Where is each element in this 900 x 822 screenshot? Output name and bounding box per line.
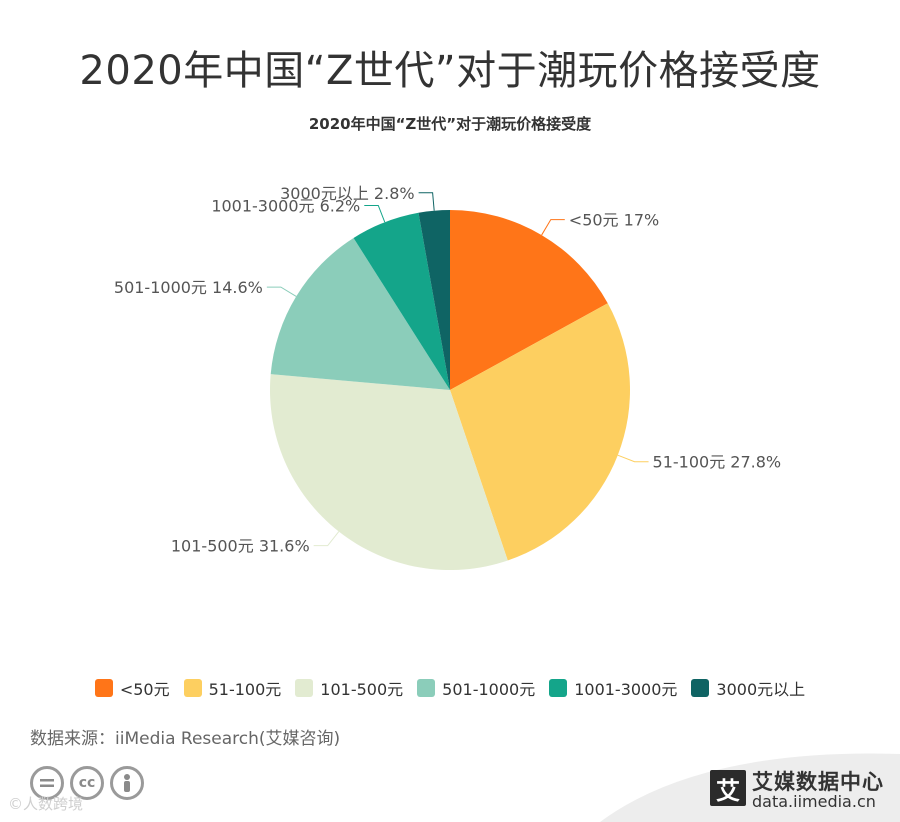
watermark: ©人数跨境 xyxy=(8,795,84,813)
pie-slice-101-500 xyxy=(270,374,508,571)
legend-item-501-1000[interactable]: 501-1000元 xyxy=(417,676,535,700)
legend-label: 101-500元 xyxy=(320,680,404,699)
legend-swatch xyxy=(417,679,436,697)
equals-icon xyxy=(30,766,64,800)
data-source: 数据来源：iiMedia Research(艾媒咨询) xyxy=(30,729,341,749)
pie-slice-501-1000 xyxy=(270,238,450,390)
leader-line-lt50 xyxy=(541,219,565,236)
leader-line-501-1000 xyxy=(266,286,297,297)
legend-item-51-100[interactable]: 51-100元 xyxy=(183,676,282,700)
chart-title: 2020年中国“Z世代”对于潮玩价格接受度 xyxy=(308,115,592,133)
legend-swatch xyxy=(691,679,710,697)
person-icon xyxy=(110,766,144,800)
license-icons: cc xyxy=(30,766,144,800)
pie-slice-51-100 xyxy=(450,303,630,561)
data-label-501-1000: 501-1000元 14.6% xyxy=(114,278,263,297)
data-label-gt3000: 3000元以上 2.8% xyxy=(280,184,414,203)
legend-label: <50元 xyxy=(119,680,170,699)
legend-swatch xyxy=(94,679,113,697)
legend-item-gt3000[interactable]: 3000元以上 xyxy=(691,676,805,700)
legend-item-101-500[interactable]: 101-500元 xyxy=(295,676,403,700)
legend-label: 501-1000元 xyxy=(442,680,536,699)
leader-line-51-100 xyxy=(617,454,649,463)
leader-line-101-500 xyxy=(313,531,340,547)
leader-line-1001-3000 xyxy=(364,204,386,223)
data-label-1001-3000: 1001-3000元 6.2% xyxy=(211,196,360,215)
legend-item-1001-3000[interactable]: 1001-3000元 xyxy=(549,676,677,700)
legend-label: 1001-3000元 xyxy=(574,680,678,699)
legend-label: 3000元以上 xyxy=(716,680,806,699)
pie-slice-1001-3000 xyxy=(353,212,450,390)
page-title: 2020年中国“Z世代”对于潮玩价格接受度 xyxy=(79,48,821,94)
pie-slice-lt50 xyxy=(450,210,608,390)
data-label-101-500: 101-500元 31.6% xyxy=(171,537,310,556)
chart-legend: <50元 51-100元 101-500元 501-1000元 1001-300… xyxy=(0,676,900,700)
brand-logo-icon: 艾 xyxy=(710,770,746,806)
legend-label: 51-100元 xyxy=(208,680,282,699)
legend-swatch xyxy=(295,679,314,697)
data-label-51-100: 51-100元 27.8% xyxy=(653,453,782,472)
brand-name: 艾媒数据中心 xyxy=(752,770,884,794)
cc-icon: cc xyxy=(70,766,104,800)
data-label-lt50: <50元 17% xyxy=(569,211,659,230)
leader-line-gt3000 xyxy=(418,192,435,211)
legend-swatch xyxy=(549,679,568,697)
legend-swatch xyxy=(183,679,202,697)
pie-slice-gt3000 xyxy=(418,210,450,390)
footer-band-shape xyxy=(600,753,900,822)
brand-url[interactable]: data.iimedia.cn xyxy=(752,792,876,811)
legend-item-lt50[interactable]: <50元 xyxy=(94,676,170,700)
